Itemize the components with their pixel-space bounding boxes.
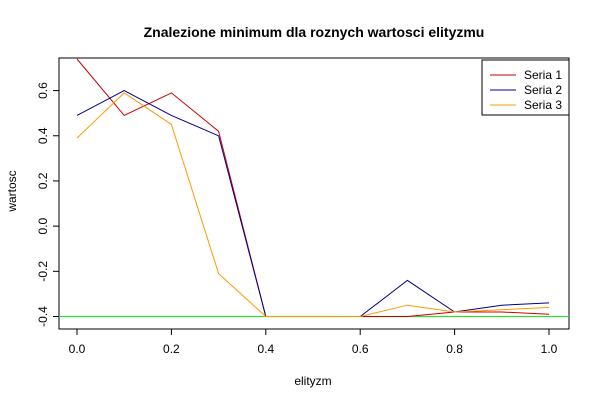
series-line-1 bbox=[76, 58, 550, 317]
chart-title: Znalezione minimum dla roznych wartosci … bbox=[144, 24, 485, 40]
legend-label-2: Seria 2 bbox=[524, 83, 562, 97]
x-tick-label: 0.2 bbox=[163, 342, 180, 356]
x-tick-label: 0.6 bbox=[352, 342, 369, 356]
legend-label-1: Seria 1 bbox=[524, 68, 562, 82]
x-tick-label: 0.0 bbox=[69, 342, 86, 356]
series-line-3 bbox=[76, 92, 550, 317]
x-axis: 0.0 0.2 0.4 0.6 0.8 1.0 bbox=[69, 328, 558, 356]
y-tick-label: 0.6 bbox=[36, 82, 50, 99]
y-tick-label: -0.2 bbox=[36, 261, 50, 282]
y-tick-label: -0.4 bbox=[36, 306, 50, 327]
series-layer bbox=[76, 58, 550, 317]
legend-label-3: Seria 3 bbox=[524, 98, 562, 112]
x-axis-label: elityzm bbox=[294, 374, 331, 388]
y-axis: -0.4 -0.2 0.0 0.2 0.4 0.6 bbox=[36, 82, 60, 327]
x-tick-label: 0.4 bbox=[257, 342, 274, 356]
series-line-2 bbox=[76, 90, 550, 317]
y-tick-label: 0.4 bbox=[36, 127, 50, 144]
y-tick-label: 0.2 bbox=[36, 172, 50, 189]
y-axis-label: wartosc bbox=[5, 170, 19, 212]
x-tick-label: 1.0 bbox=[541, 342, 558, 356]
y-tick-label: 0.0 bbox=[36, 217, 50, 234]
legend-box bbox=[481, 59, 570, 116]
x-tick-label: 0.8 bbox=[446, 342, 463, 356]
